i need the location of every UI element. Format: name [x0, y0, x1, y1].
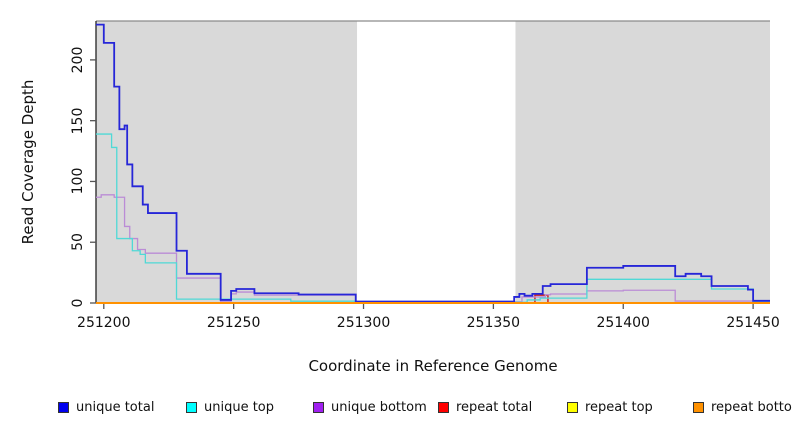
x-tick-label: 251200	[77, 315, 131, 331]
legend-swatch-icon	[313, 401, 324, 413]
y-tick-label: 100	[70, 168, 86, 195]
x-tick-label: 251400	[596, 315, 650, 331]
y-tick-label: 50	[70, 233, 86, 252]
legend-item-repeat-top: repeat top	[567, 399, 653, 415]
legend-label: repeat top	[585, 399, 653, 415]
x-axis-title: Coordinate in Reference Genome	[308, 357, 558, 375]
x-tick-label: 251300	[336, 315, 391, 331]
shaded-region	[515, 21, 770, 303]
legend-swatch-icon	[693, 401, 704, 413]
series-line-unique-total	[96, 23, 770, 303]
legend-item-unique-bottom: unique bottom	[313, 399, 427, 415]
legend: unique total unique top unique bottom repea…	[0, 399, 792, 419]
legend-item-repeat-total: repeat total	[438, 399, 532, 415]
legend-label: unique total	[76, 399, 155, 415]
shaded-region	[96, 21, 358, 303]
legend-label: unique top	[204, 399, 275, 415]
shaded-regions	[96, 21, 770, 303]
y-tick-label: 200	[70, 46, 86, 74]
y-tick-label: 150	[70, 107, 86, 135]
legend-item-unique-total: unique total	[58, 399, 154, 415]
legend-swatch-icon	[567, 401, 578, 413]
legend-swatch-icon	[186, 401, 197, 413]
legend-label: unique bottom	[331, 399, 427, 415]
y-tick-label: 0	[70, 298, 86, 308]
legend-swatch-icon	[438, 401, 449, 413]
legend-label: repeat bottom	[711, 399, 792, 415]
x-tick-label: 251350	[466, 315, 521, 331]
legend-swatch-icon	[58, 401, 69, 413]
legend-label: repeat total	[456, 399, 533, 415]
x-tick-label: 251450	[726, 315, 780, 331]
legend-item-unique-top: unique top	[186, 399, 274, 415]
legend-item-repeat-bottom: repeat bottom	[693, 399, 792, 415]
series-lines	[96, 23, 770, 304]
y-axis-title: Read Coverage Depth	[19, 79, 37, 245]
x-tick-label: 251250	[206, 315, 261, 331]
